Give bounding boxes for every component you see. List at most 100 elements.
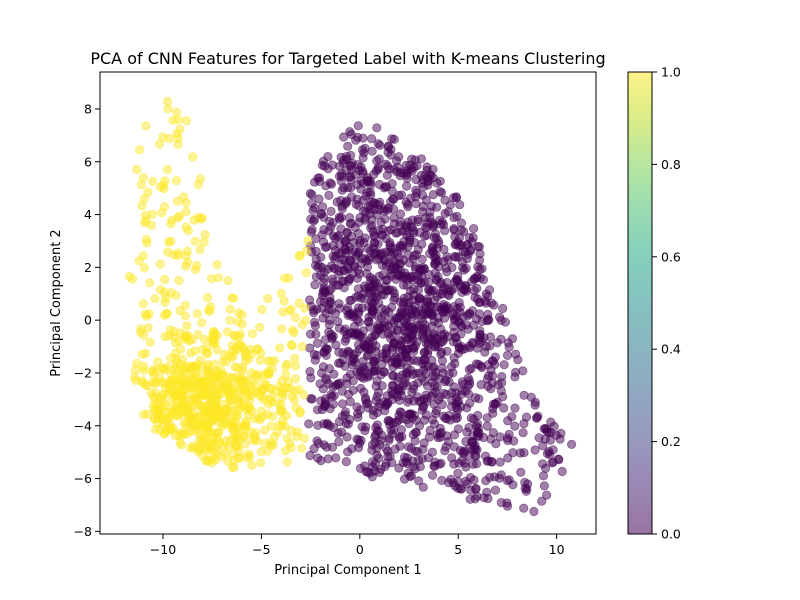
scatter-point-cluster-0 [396, 297, 406, 307]
scatter-point-cluster-0 [333, 249, 344, 259]
colorbar: 0.0 0.2 0.4 0.6 0.8 1.0 [627, 65, 681, 542]
scatter-point-cluster-0 [381, 305, 391, 315]
scatter-point-cluster-0 [365, 371, 375, 381]
scatter-point-cluster-0 [352, 409, 363, 419]
scatter-point-cluster-0 [394, 433, 405, 443]
scatter-point-cluster-0 [412, 337, 422, 347]
scatter-point-cluster-1 [259, 425, 270, 435]
scatter-point-cluster-0 [422, 297, 433, 308]
scatter-point-cluster-1 [174, 275, 184, 286]
scatter-point-cluster-0 [443, 303, 453, 313]
scatter-point-cluster-0 [412, 323, 422, 333]
scatter-point-cluster-0 [448, 478, 458, 488]
scatter-point-cluster-0 [413, 455, 424, 465]
scatter-point-cluster-0 [468, 445, 478, 455]
scatter-point-cluster-1 [250, 434, 260, 444]
scatter-point-cluster-0 [318, 313, 328, 323]
scatter-point-cluster-1 [190, 236, 200, 246]
scatter-point-cluster-1 [173, 213, 183, 223]
scatter-point-cluster-0 [379, 206, 389, 216]
scatter-point-cluster-1 [143, 187, 153, 197]
scatter-point-cluster-1 [181, 261, 191, 271]
scatter-point-cluster-0 [367, 457, 378, 467]
scatter-point-cluster-1 [228, 383, 238, 393]
scatter-point-cluster-0 [471, 459, 482, 469]
scatter-point-cluster-1 [225, 304, 235, 314]
scatter-point-cluster-0 [539, 481, 550, 491]
scatter-point-cluster-0 [401, 160, 411, 171]
scatter-point-cluster-1 [277, 307, 288, 317]
scatter-point-cluster-0 [341, 456, 351, 467]
scatter-point-cluster-1 [195, 384, 205, 394]
scatter-point-cluster-0 [468, 224, 479, 234]
scatter-point-cluster-0 [361, 466, 371, 477]
scatter-point-cluster-0 [337, 399, 348, 409]
scatter-point-cluster-1 [163, 164, 173, 175]
colorbar-tick-label: 0.6 [661, 249, 681, 264]
scatter-point-cluster-0 [345, 127, 355, 137]
scatter-point-cluster-0 [566, 439, 577, 449]
scatter-point-cluster-0 [354, 332, 364, 342]
scatter-point-cluster-0 [329, 391, 339, 401]
scatter-point-cluster-1 [127, 274, 138, 284]
scatter-point-cluster-0 [496, 470, 506, 480]
scatter-point-cluster-1 [247, 329, 257, 339]
scatter-point-cluster-1 [262, 446, 272, 456]
scatter-point-cluster-0 [380, 461, 390, 471]
scatter-point-cluster-0 [338, 354, 348, 365]
scatter-point-cluster-1 [277, 324, 287, 334]
scatter-point-cluster-0 [330, 308, 340, 319]
scatter-point-cluster-0 [372, 156, 382, 166]
scatter-point-cluster-1 [301, 267, 311, 278]
scatter-point-cluster-0 [435, 374, 445, 384]
scatter-point-cluster-0 [461, 386, 471, 396]
scatter-point-cluster-1 [140, 218, 150, 228]
scatter-point-cluster-1 [158, 389, 168, 399]
scatter-point-cluster-1 [210, 338, 220, 348]
scatter-point-cluster-0 [487, 457, 497, 467]
scatter-point-cluster-0 [495, 432, 505, 442]
scatter-point-cluster-0 [396, 190, 407, 200]
scatter-point-cluster-1 [185, 426, 195, 436]
scatter-point-cluster-1 [225, 315, 235, 325]
scatter-point-cluster-0 [306, 373, 316, 383]
scatter-point-cluster-0 [447, 453, 457, 463]
scatter-point-cluster-0 [474, 394, 484, 404]
y-axis: −8 −6 −4 −2 0 2 4 6 8 [74, 101, 100, 539]
scatter-point-cluster-0 [324, 286, 334, 296]
scatter-point-cluster-1 [212, 259, 222, 270]
scatter-point-cluster-0 [548, 445, 558, 455]
scatter-point-cluster-1 [139, 263, 150, 273]
scatter-point-cluster-0 [499, 360, 509, 370]
scatter-point-cluster-0 [359, 281, 370, 291]
scatter-point-cluster-0 [389, 248, 400, 258]
x-tick-label: 5 [454, 542, 462, 557]
scatter-point-cluster-1 [166, 236, 176, 246]
scatter-point-cluster-1 [268, 440, 279, 450]
scatter-point-cluster-0 [381, 275, 391, 285]
scatter-point-cluster-0 [459, 265, 469, 275]
scatter-point-cluster-0 [451, 402, 462, 412]
scatter-point-cluster-1 [181, 207, 191, 217]
scatter-point-cluster-0 [356, 293, 366, 303]
scatter-point-cluster-1 [255, 322, 265, 332]
scatter-point-cluster-0 [415, 227, 425, 238]
scatter-point-cluster-0 [360, 395, 371, 405]
scatter-point-cluster-0 [457, 345, 467, 355]
scatter-point-cluster-1 [200, 230, 210, 240]
scatter-point-cluster-0 [449, 430, 460, 440]
x-tick-label: 10 [549, 542, 565, 557]
scatter-point-cluster-1 [265, 383, 275, 393]
scatter-point-cluster-0 [403, 442, 413, 452]
scatter-point-cluster-0 [419, 376, 430, 386]
scatter-point-cluster-0 [353, 443, 364, 453]
y-tick-label: 8 [84, 101, 92, 116]
colorbar-tick-label: 0.4 [661, 342, 681, 357]
scatter-point-cluster-1 [292, 431, 302, 442]
scatter-point-cluster-1 [278, 415, 288, 425]
scatter-point-cluster-1 [266, 356, 276, 366]
scatter-point-cluster-0 [513, 355, 523, 365]
scatter-point-cluster-0 [402, 230, 412, 240]
scatter-point-cluster-0 [546, 417, 556, 427]
y-axis-label: Principal Component 2 [49, 229, 64, 376]
